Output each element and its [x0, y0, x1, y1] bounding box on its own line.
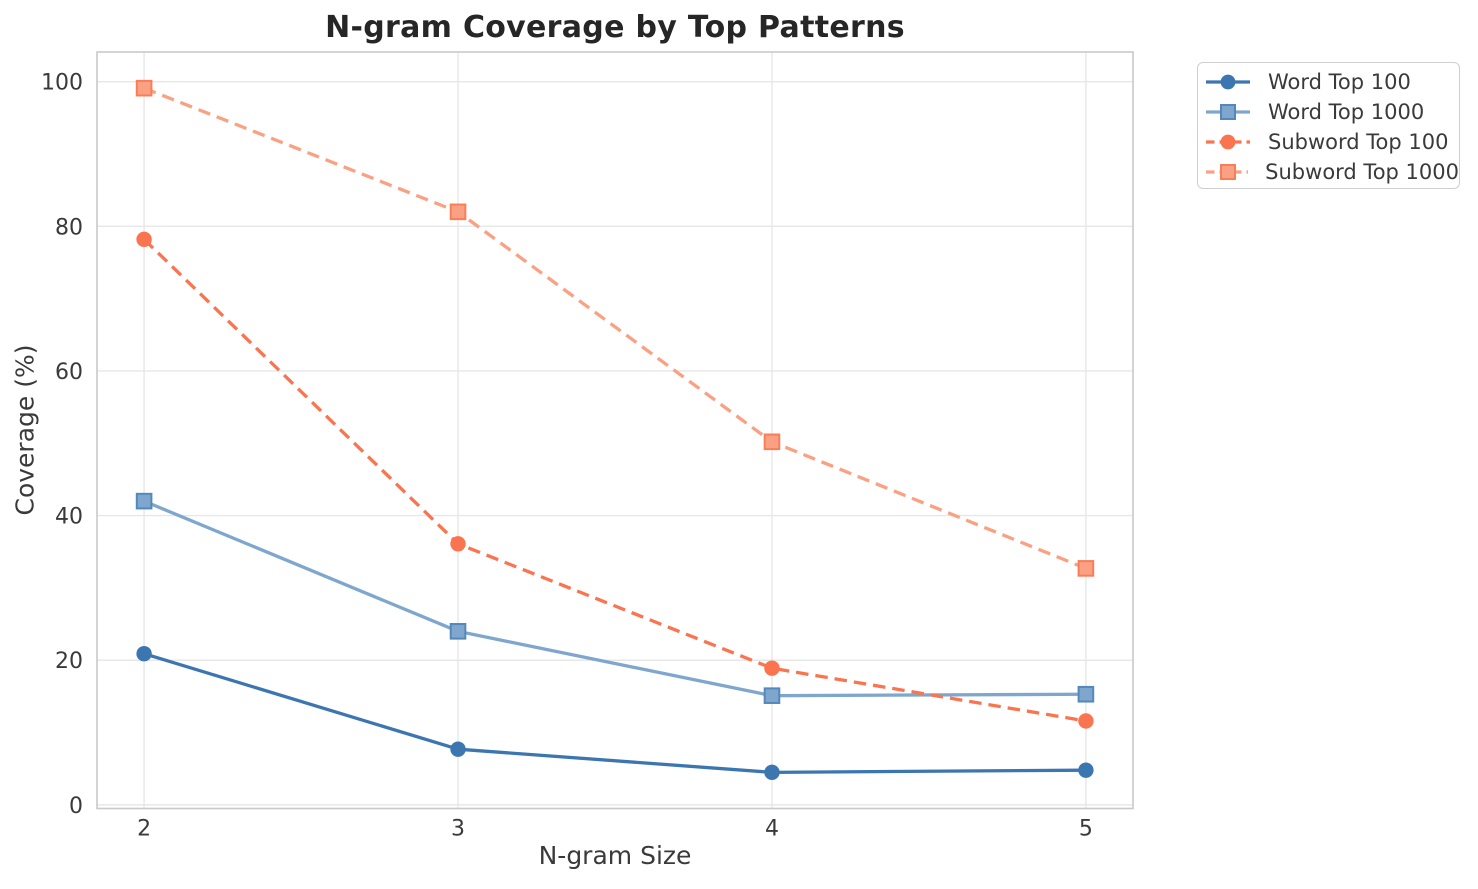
marker-subword-top-1000-x4: [763, 433, 781, 451]
series-line-word-top-100: [143, 652, 1086, 774]
legend-item-subword-top-100: Subword Top 100: [1205, 127, 1459, 157]
marker-word-top-1000-x3: [449, 623, 467, 640]
square-marker-icon: [1220, 164, 1236, 180]
y-tick-label-20: 20: [55, 649, 83, 674]
marker-subword-top-100-x4: [764, 660, 780, 676]
legend: Word Top 100 Word Top 1000 Subword Top 100…: [1197, 62, 1460, 189]
x-tick-label-4: 4: [765, 817, 779, 842]
series-line-subword-top-100: [142, 238, 1087, 723]
marker-word-top-1000-x5: [1077, 685, 1095, 703]
marker-subword-top-1000-x2: [135, 79, 153, 97]
legend-item-subword-top-1000: Subword Top 1000: [1205, 157, 1459, 187]
marker-subword-top-1000-x3: [449, 203, 467, 221]
x-tick-label-2: 2: [137, 817, 151, 842]
legend-label: Word Top 1000: [1268, 100, 1425, 124]
series-line-word-top-1000: [143, 499, 1086, 698]
x-axis-label: N-gram Size: [538, 841, 692, 870]
y-tick-label-40: 40: [55, 505, 83, 530]
chart-title: N-gram Coverage by Top Patterns: [325, 10, 905, 45]
y-axis-label: Coverage (%): [10, 344, 40, 516]
y-tick-label-60: 60: [55, 360, 83, 385]
legend-item-word-top-1000: Word Top 1000: [1205, 97, 1459, 127]
x-tick-label-5: 5: [1079, 817, 1093, 842]
marker-word-top-1000-x4: [763, 687, 781, 704]
legend-sample-subword-top-1000: [1206, 164, 1249, 180]
marker-word-top-1000-x2: [135, 492, 153, 510]
x-tick-label-3: 3: [451, 817, 465, 842]
marker-subword-top-100-x3: [450, 536, 466, 552]
legend-label: Subword Top 100: [1268, 130, 1449, 154]
square-marker-icon: [1220, 104, 1236, 120]
marker-word-top-100-x2: [136, 646, 152, 662]
legend-label: Subword Top 1000: [1265, 160, 1459, 184]
marker-word-top-100-x3: [450, 741, 466, 757]
legend-sample-word-top-100: [1206, 74, 1250, 90]
circle-marker-icon: [1220, 74, 1236, 90]
marker-word-top-100-x5: [1078, 762, 1094, 778]
y-tick-label-0: 0: [69, 794, 83, 819]
marker-subword-top-100-x2: [136, 231, 152, 248]
axes-spines: [96, 51, 1134, 810]
y-tick-label-80: 80: [55, 215, 83, 240]
circle-marker-icon: [1220, 134, 1236, 150]
series-line-subword-top-1000: [143, 86, 1087, 570]
legend-label: Word Top 100: [1268, 70, 1411, 94]
marker-subword-top-100-x5: [1078, 713, 1094, 729]
marker-subword-top-1000-x5: [1077, 560, 1095, 577]
marker-word-top-100-x4: [764, 764, 780, 781]
legend-sample-subword-top-100: [1206, 134, 1250, 150]
legend-sample-word-top-1000: [1206, 104, 1250, 120]
legend-item-word-top-100: Word Top 100: [1205, 67, 1459, 97]
y-tick-label-100: 100: [41, 71, 83, 96]
